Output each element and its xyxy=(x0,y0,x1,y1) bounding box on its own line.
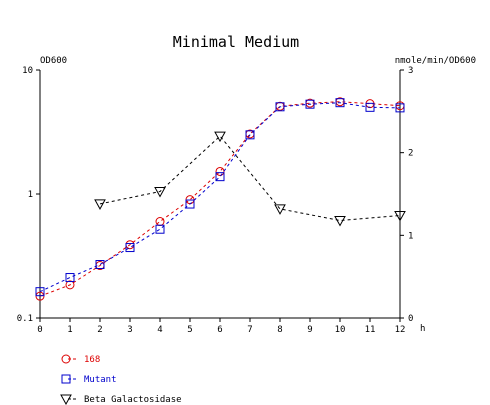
data-point xyxy=(365,102,375,112)
data-point xyxy=(215,166,225,176)
chart-title: Minimal Medium xyxy=(173,33,299,51)
legend: 168 Mutant Beta Galactosidase xyxy=(60,354,182,405)
y-left-tick-label: 0.1 xyxy=(17,314,33,324)
series-layer xyxy=(35,97,406,301)
series-1 xyxy=(35,98,405,297)
y-left-tick-label: 1 xyxy=(28,190,33,200)
legend-label: Beta Galactosidase xyxy=(84,395,182,405)
data-point xyxy=(65,273,75,283)
data-point xyxy=(245,130,255,140)
x-tick-label: 8 xyxy=(277,325,282,335)
legend-label: 168 xyxy=(84,355,100,365)
data-point xyxy=(155,217,165,227)
data-point xyxy=(274,204,286,215)
x-tick-label: 9 xyxy=(307,325,312,335)
legend-label: Mutant xyxy=(84,375,117,385)
data-point xyxy=(185,199,195,209)
y-right-axis-label: nmole/min/OD600 xyxy=(395,56,476,66)
legend-marker xyxy=(60,394,72,405)
data-point xyxy=(155,224,165,234)
legend-entry: Beta Galactosidase xyxy=(60,394,182,405)
x-unit-label: h xyxy=(420,324,425,334)
series-line xyxy=(99,135,401,222)
x-tick-label: 7 xyxy=(247,325,252,335)
data-point xyxy=(215,172,225,182)
x-tick-label: 2 xyxy=(97,325,102,335)
data-point xyxy=(394,210,406,222)
series-line xyxy=(39,102,401,293)
data-point xyxy=(94,199,106,210)
y-right-tick-label: 3 xyxy=(408,66,413,76)
y-left-axis-label: OD600 xyxy=(40,56,67,66)
y-left-tick-label: 10 xyxy=(22,66,33,76)
x-tick-label: 6 xyxy=(217,325,222,335)
legend-marker xyxy=(61,374,71,384)
data-point xyxy=(95,260,105,270)
x-tick-label: 5 xyxy=(187,325,192,335)
data-point xyxy=(65,280,75,290)
data-point xyxy=(275,102,285,112)
legend-entry: 168 xyxy=(61,354,100,365)
series-0 xyxy=(35,97,405,301)
y-right-tick-label: 0 xyxy=(408,314,413,324)
data-point xyxy=(154,187,166,198)
data-point xyxy=(305,99,315,109)
legend-marker xyxy=(61,354,71,364)
x-tick-label: 12 xyxy=(395,325,406,335)
legend-entry: Mutant xyxy=(61,374,117,385)
data-point xyxy=(125,243,135,253)
x-tick-label: 3 xyxy=(127,325,132,335)
series-2 xyxy=(94,131,406,227)
x-tick-label: 11 xyxy=(365,325,376,335)
data-point xyxy=(214,131,226,143)
data-point xyxy=(35,287,45,297)
x-tick-label: 4 xyxy=(157,325,162,335)
series-line xyxy=(39,101,401,297)
y-right-tick-label: 2 xyxy=(408,149,413,159)
data-point xyxy=(334,215,346,227)
x-tick-label: 1 xyxy=(67,325,72,335)
x-tick-label: 0 xyxy=(37,325,42,335)
y-right-tick-label: 1 xyxy=(408,231,413,241)
x-tick-label: 10 xyxy=(335,325,346,335)
data-point xyxy=(335,98,345,108)
data-point xyxy=(395,103,405,113)
